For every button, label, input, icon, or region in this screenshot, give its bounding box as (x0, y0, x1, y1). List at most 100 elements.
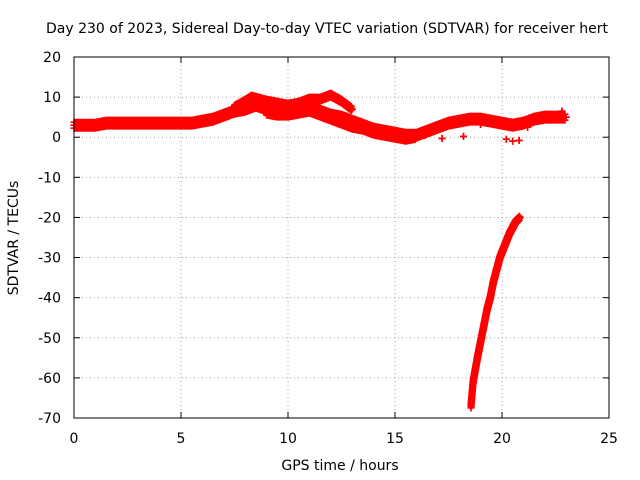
data-point (327, 91, 335, 99)
data-point (316, 111, 324, 119)
data-point (273, 111, 281, 119)
data-point (469, 378, 477, 386)
data-point (499, 246, 507, 254)
y-tick-label: 10 (43, 90, 61, 106)
data-point (348, 123, 356, 131)
data-point (338, 97, 345, 105)
plot-frame (73, 56, 610, 419)
data-point (502, 238, 510, 246)
y-tick-label: -40 (38, 291, 61, 307)
data-point (486, 294, 494, 302)
data-point (471, 366, 479, 374)
y-tick-label: -10 (38, 170, 61, 186)
data-point (305, 107, 313, 115)
x-tick-label: 20 (493, 431, 511, 447)
data-point (102, 119, 110, 127)
data-point (438, 134, 446, 142)
data-point (477, 120, 485, 128)
data-point (468, 390, 476, 398)
data-point (359, 119, 367, 127)
y-tick-label: -60 (38, 371, 61, 387)
y-tick-label: -30 (38, 251, 61, 267)
data-point (524, 123, 532, 131)
data-point (459, 132, 467, 140)
series-lower-strands (263, 105, 420, 145)
data-point (166, 119, 174, 127)
data-point (558, 107, 566, 115)
data-point (473, 354, 481, 362)
data-point (156, 119, 164, 127)
data-point (91, 121, 99, 129)
data-point (263, 109, 271, 117)
y-tick-label: 0 (52, 130, 61, 146)
data-point (502, 135, 510, 143)
data-point (338, 119, 345, 127)
data-point (295, 99, 303, 107)
data-point (402, 135, 410, 143)
data-point (295, 109, 303, 117)
x-tick-label: 5 (177, 431, 186, 447)
data-point (145, 119, 153, 127)
data-point (209, 115, 217, 123)
data-point (134, 119, 142, 127)
data-point (273, 99, 281, 107)
data-point (263, 97, 271, 105)
data-point (496, 254, 504, 262)
x-tick-label: 15 (386, 431, 404, 447)
data-point (455, 117, 463, 125)
data-point (530, 115, 538, 123)
series-scattered-points (359, 107, 566, 145)
data-point (284, 111, 292, 119)
data-point (391, 133, 399, 141)
data-point (284, 101, 292, 109)
data-point (231, 103, 238, 111)
data-point (512, 217, 520, 225)
data-point (509, 121, 517, 129)
data-point (380, 131, 388, 139)
data-point (477, 338, 485, 346)
data-point (124, 119, 131, 127)
x-axis-tick-labels: 0 5 10 15 20 25 (70, 431, 618, 447)
data-point (348, 105, 356, 113)
data-point (81, 121, 89, 129)
data-point (241, 97, 249, 105)
data-point (516, 213, 524, 221)
data-point (412, 133, 420, 141)
data-point (483, 306, 491, 314)
data-point (316, 95, 324, 103)
y-tick-label: -50 (38, 331, 61, 347)
x-tick-label: 25 (600, 431, 618, 447)
data-point (489, 278, 497, 286)
x-axis-label: GPS time / hours (281, 458, 398, 474)
data-point (113, 119, 121, 127)
data-point (423, 127, 431, 135)
data-point (445, 119, 452, 127)
data-point (421, 131, 429, 139)
data-point (505, 229, 513, 237)
data-point (541, 113, 549, 121)
y-tick-label: 20 (43, 50, 61, 66)
data-point (480, 322, 488, 330)
data-point (466, 115, 474, 123)
x-tick-label: 0 (70, 431, 79, 447)
data-point (248, 93, 256, 101)
series-descending-branch (467, 212, 524, 412)
axis-ticks (73, 56, 610, 419)
chart-title: Day 230 of 2023, Sidereal Day-to-day VTE… (46, 21, 608, 37)
data-point (188, 119, 196, 127)
data-point (198, 117, 206, 125)
data-point (177, 119, 185, 127)
data-point (498, 119, 506, 127)
data-point (220, 111, 228, 119)
y-tick-label: -20 (38, 210, 61, 226)
data-point (562, 113, 570, 121)
y-axis-label: SDTVAR / TECUs (6, 181, 22, 296)
data-point (509, 137, 517, 145)
data-point (370, 129, 378, 137)
series-upper-excursion (231, 89, 356, 114)
data-point (434, 123, 442, 131)
data-series (70, 89, 570, 412)
data-point (305, 95, 313, 103)
data-point (359, 125, 367, 133)
